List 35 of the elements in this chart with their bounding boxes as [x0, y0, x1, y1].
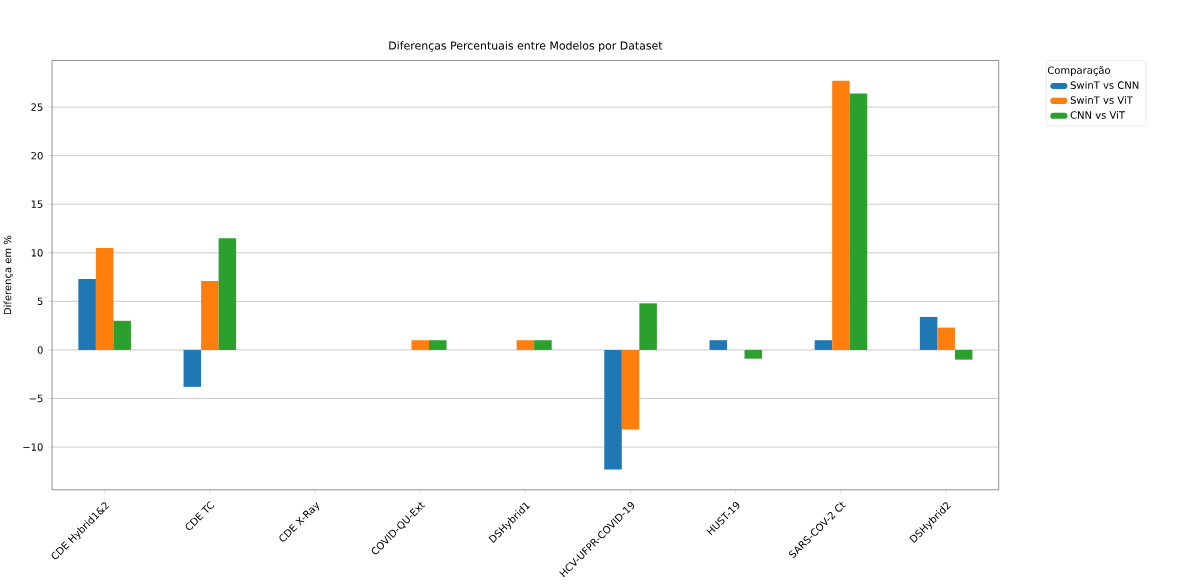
bar [639, 303, 657, 350]
bar [937, 327, 955, 350]
bar [183, 349, 202, 387]
bar [832, 80, 850, 350]
bar [516, 340, 535, 350]
bar [814, 340, 833, 350]
bar [411, 340, 429, 350]
y-tick-label: −10 [23, 443, 43, 451]
y-tick-label: 5 [37, 297, 43, 306]
bar [201, 280, 219, 350]
bar [95, 247, 114, 350]
bar [709, 340, 727, 350]
bar [621, 349, 640, 430]
y-tick-label: −5 [29, 394, 43, 403]
chart-title: Diferenças Percentuais entre Modelos por Dataset [389, 41, 663, 52]
legend-title: Comparação [1047, 66, 1111, 76]
bar [534, 340, 552, 350]
bar [919, 316, 938, 350]
y-tick-label: 20 [31, 151, 43, 160]
y-tick-label: 10 [31, 249, 43, 257]
bar [954, 349, 973, 360]
y-tick-label: 15 [31, 200, 43, 208]
bar [744, 349, 763, 359]
y-axis-title: Diferença em % [3, 235, 14, 315]
bar [113, 320, 131, 350]
legend-label: CNN vs ViT [1070, 111, 1126, 119]
bar [849, 93, 868, 350]
legend-label: SwinT vs ViT [1070, 96, 1133, 104]
y-tick-label: 0 [37, 346, 43, 354]
bar [78, 279, 96, 350]
legend-label: SwinT vs CNN [1070, 81, 1139, 89]
bar [604, 349, 622, 470]
bar [428, 340, 447, 350]
y-tick-label: 25 [31, 103, 43, 111]
bar [218, 238, 237, 350]
